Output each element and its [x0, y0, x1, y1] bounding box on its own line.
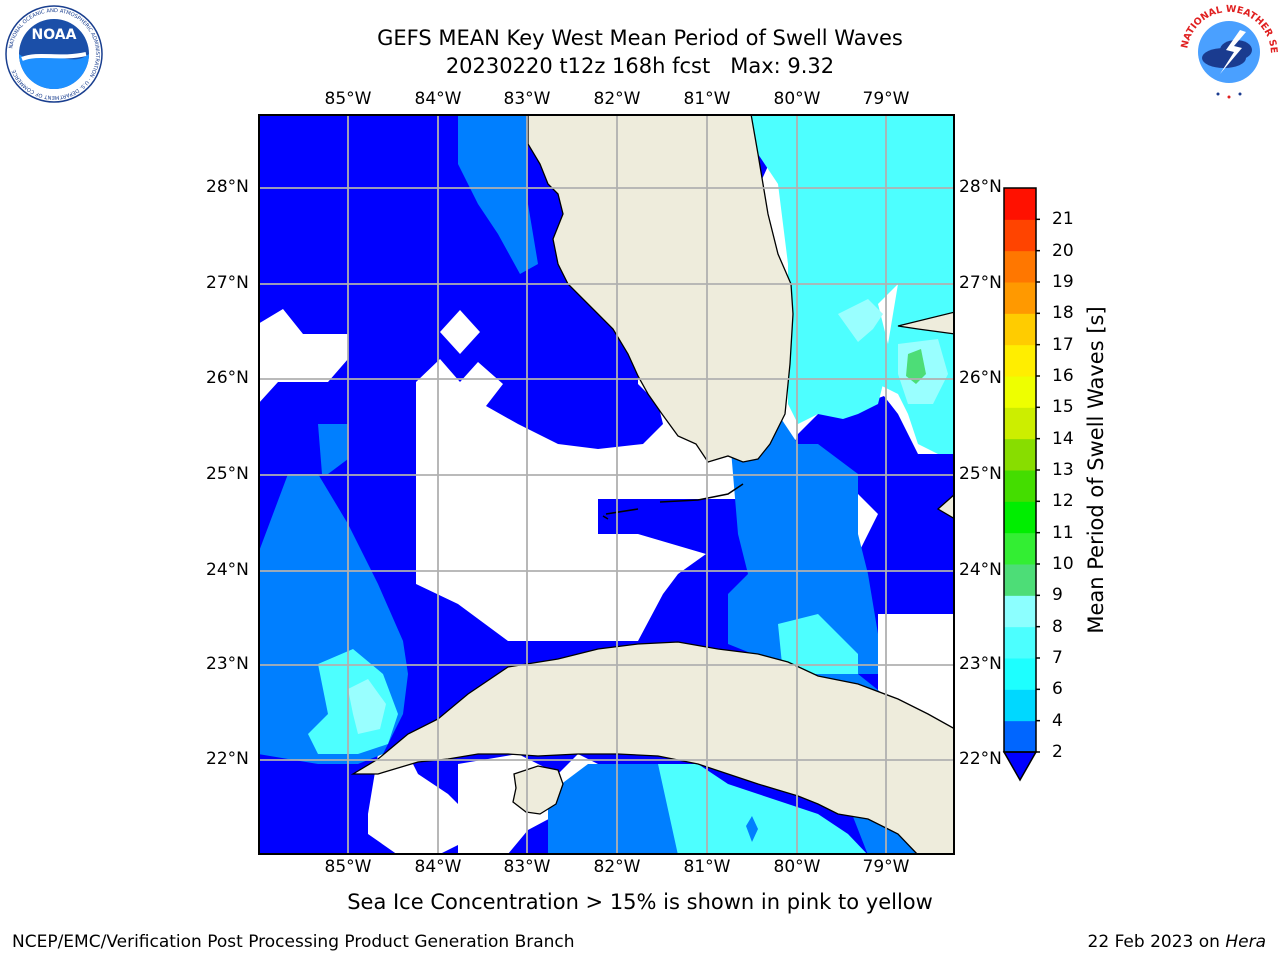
lon-label-top: 80°W — [773, 89, 821, 109]
lat-label-left: 25°N — [206, 464, 249, 484]
colorbar-tick-label: 15 — [1052, 397, 1074, 418]
sea-ice-note: Sea Ice Concentration > 15% is shown in … — [347, 890, 933, 914]
swell-period-map — [258, 114, 955, 855]
lon-label-bottom: 85°W — [324, 857, 372, 877]
colorbar-bin — [1004, 720, 1036, 753]
colorbar-bin — [1004, 219, 1036, 252]
footer-date: 22 Feb 2023 on Hera — [1088, 932, 1266, 952]
footer-host: Hera — [1225, 932, 1266, 952]
bahamas-islands — [897, 311, 955, 520]
colorbar-bin — [1004, 376, 1036, 408]
colorbar-tick-label: 14 — [1052, 428, 1074, 449]
noaa-logo: NATIONAL OCEANIC AND ATMOSPHERIC ADMINIS… — [5, 5, 103, 103]
colorbar-tick-label: 17 — [1052, 334, 1074, 355]
lat-label-left: 28°N — [206, 177, 249, 197]
colorbar-tick-label: 4 — [1052, 710, 1063, 731]
colorbar-tick-label: 2 — [1052, 742, 1063, 762]
colorbar-bin — [1004, 250, 1036, 283]
max-period-region — [906, 349, 926, 384]
colorbar-bin — [1004, 564, 1036, 596]
lat-label-left: 24°N — [206, 560, 249, 580]
colorbar-bin — [1004, 470, 1036, 502]
lat-label-right: 23°N — [959, 654, 1002, 674]
florida-land — [527, 114, 794, 463]
colorbar-tick-label: 20 — [1052, 240, 1074, 261]
colorbar-bin — [1004, 689, 1036, 722]
lat-label-left: 22°N — [206, 749, 249, 769]
colorbar-tick-label: 19 — [1052, 272, 1074, 292]
cuba-land — [350, 641, 955, 855]
lon-label-top: 79°W — [862, 89, 910, 109]
lat-label-right: 25°N — [959, 464, 1002, 484]
colorbar-bin — [1004, 658, 1036, 690]
colorbar-bin — [1004, 532, 1036, 565]
colorbar — [1002, 187, 1040, 782]
colorbar-bin — [1004, 501, 1036, 534]
noaa-logo-text: NOAA — [32, 27, 77, 43]
lat-label-right: 28°N — [959, 177, 1002, 197]
lat-label-right: 27°N — [959, 273, 1002, 293]
colorbar-label: Mean Period of Swell Waves [s] — [1084, 306, 1108, 634]
map-gridlines — [258, 114, 955, 855]
chart-title: GEFS MEAN Key West Mean Period of Swell … — [377, 26, 903, 50]
colorbar-tick-label: 10 — [1052, 554, 1074, 574]
colorbar-tick-label: 11 — [1052, 522, 1074, 543]
colorbar-under-arrow — [1002, 751, 1038, 782]
lon-label-top: 82°W — [593, 89, 641, 109]
colorbar-tick-label: 21 — [1052, 209, 1074, 230]
colorbar-tick-label: 9 — [1052, 585, 1063, 606]
colorbar-tick-label: 18 — [1052, 303, 1074, 324]
lon-label-bottom: 81°W — [683, 857, 731, 877]
small-blue-patch — [746, 816, 758, 842]
isla-juventud-land — [512, 765, 564, 815]
colorbar-bin — [1004, 313, 1036, 346]
lat-label-left: 27°N — [206, 273, 249, 293]
lon-label-top: 84°W — [414, 89, 462, 109]
colorbar-bin — [1004, 595, 1036, 628]
colorbar-tick-label: 8 — [1052, 616, 1063, 637]
lat-label-right: 22°N — [959, 749, 1002, 769]
lon-label-bottom: 83°W — [503, 857, 551, 877]
lat-label-right: 24°N — [959, 560, 1002, 580]
colorbar-bin — [1004, 626, 1036, 659]
lon-label-top: 83°W — [503, 89, 551, 109]
lon-label-top: 81°W — [683, 89, 731, 109]
lon-label-bottom: 84°W — [414, 857, 462, 877]
lat-label-right: 26°N — [959, 368, 1002, 388]
lon-label-top: 85°W — [324, 89, 372, 109]
colorbar-tick-label: 12 — [1052, 491, 1074, 512]
chart-subtitle: 20230220 t12z 168h fcst Max: 9.32 — [445, 54, 835, 78]
lat-label-left: 26°N — [206, 368, 249, 388]
colorbar-tick-label: 16 — [1052, 366, 1074, 386]
lat-label-left: 23°N — [206, 654, 249, 674]
lon-label-bottom: 80°W — [773, 857, 821, 877]
colorbar-bin — [1004, 407, 1036, 440]
colorbar-bin — [1004, 344, 1036, 377]
map-frame — [258, 114, 955, 855]
nws-logo: NATIONAL WEATHER SERVICE — [1178, 2, 1279, 99]
footer-organization: NCEP/EMC/Verification Post Processing Pr… — [12, 932, 575, 952]
colorbar-tick-label: 6 — [1052, 679, 1063, 700]
colorbar-bin — [1004, 188, 1036, 220]
colorbar-tick-label: 13 — [1052, 460, 1074, 480]
colorbar-bin — [1004, 438, 1036, 471]
colorbar-bin — [1004, 282, 1036, 314]
lon-label-bottom: 82°W — [593, 857, 641, 877]
colorbar-tick-label: 7 — [1052, 648, 1063, 668]
florida-keys — [602, 483, 744, 520]
footer-date-text: 22 Feb 2023 on — [1087, 932, 1226, 952]
lon-label-bottom: 79°W — [862, 857, 910, 877]
